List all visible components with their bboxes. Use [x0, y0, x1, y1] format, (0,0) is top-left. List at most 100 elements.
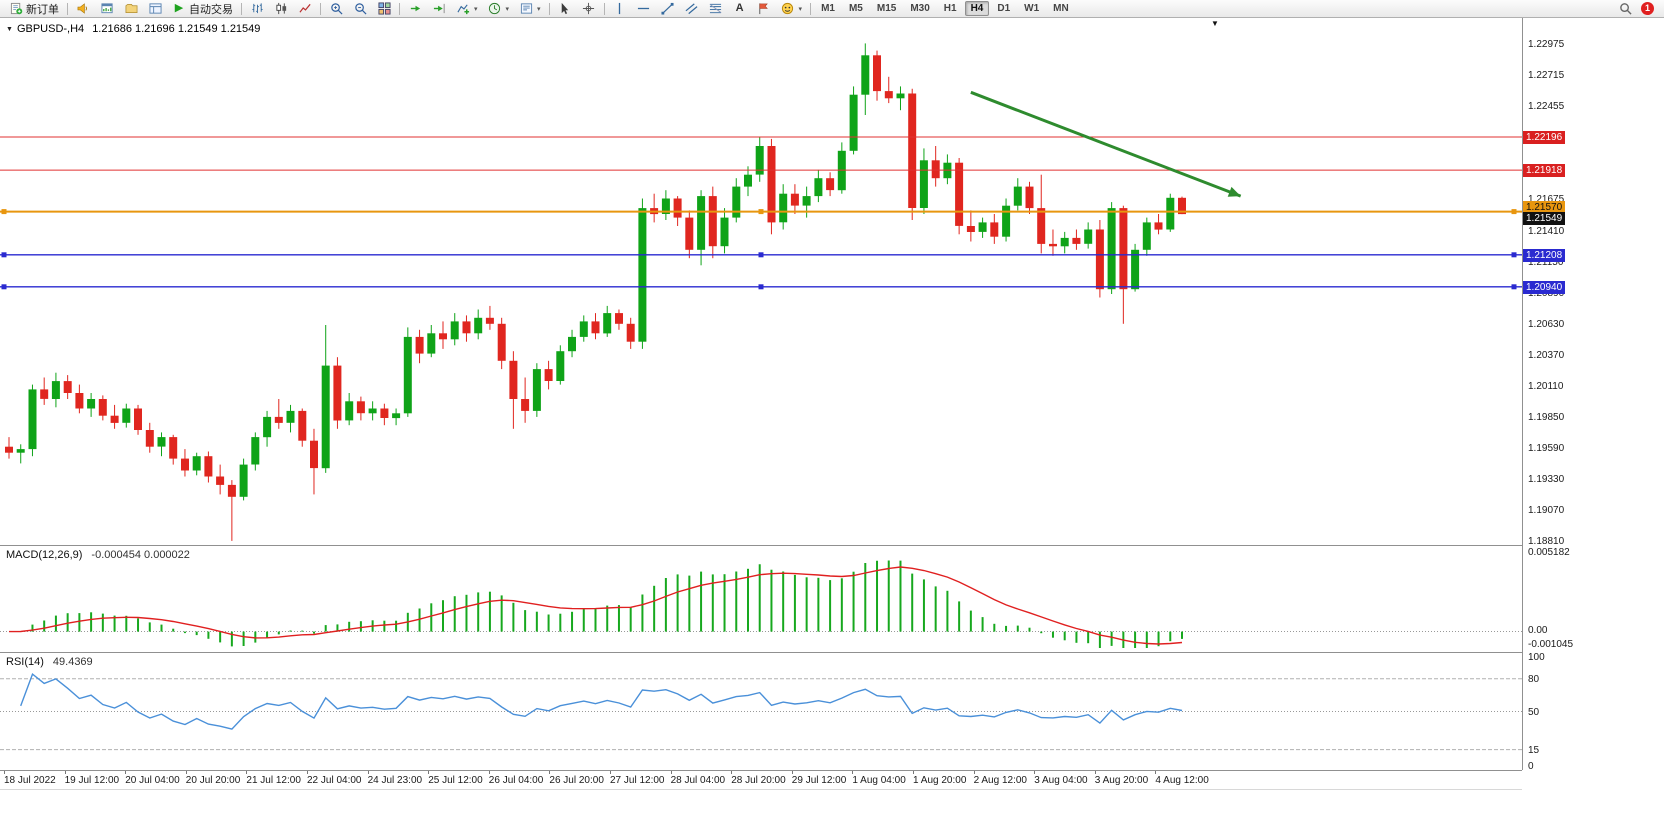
main-toolbar: 新订单 ▶ 自动交易 ▾ ▾ ▾ A ▾ M1 M5 M15 M30 H1 H4 D1 W1 MN 1 — [0, 0, 1664, 18]
price-axis-label: 1.21150 — [1528, 256, 1564, 268]
chart-shift-marker-icon[interactable]: ▼ — [1211, 19, 1219, 28]
templates-button[interactable]: ▾ — [514, 1, 546, 17]
candlestick — [28, 384, 37, 457]
news-button[interactable] — [71, 1, 95, 17]
price-axis-label: 1.19850 — [1528, 411, 1565, 423]
timeframe-m15-button[interactable]: M15 — [876, 3, 897, 14]
timeframe-mn-button[interactable]: MN — [1053, 3, 1069, 14]
zoom-out-button[interactable] — [348, 1, 372, 17]
zoom-in-button[interactable] — [324, 1, 348, 17]
time-axis-tick — [125, 771, 127, 774]
timeframe-m5-button[interactable]: M5 — [848, 3, 863, 14]
toolbar-separator — [603, 2, 605, 15]
timeframe-h1-button[interactable]: H1 — [943, 3, 957, 14]
timeframe-d1-button[interactable]: D1 — [997, 3, 1011, 14]
candlestick — [110, 404, 119, 429]
candlestick — [286, 404, 295, 433]
line-chart-button[interactable] — [293, 1, 317, 17]
candlestick — [826, 172, 835, 197]
chart-shift-button[interactable] — [427, 1, 451, 17]
trend-arrow[interactable] — [970, 90, 1242, 198]
channel-button[interactable] — [680, 1, 704, 17]
terminal-button[interactable] — [143, 1, 167, 17]
candlestick — [873, 50, 881, 101]
vline-icon — [613, 2, 627, 16]
rsi-line — [20, 672, 1183, 730]
line-handle[interactable] — [1511, 209, 1517, 215]
time-axis-tick — [913, 771, 914, 774]
new-order-button[interactable]: 新订单 — [4, 1, 64, 17]
candlestick — [169, 434, 178, 465]
fibonacci-button[interactable] — [704, 1, 728, 17]
line-handle[interactable] — [758, 209, 764, 215]
line-handle[interactable] — [758, 252, 764, 258]
candlestick — [98, 395, 107, 421]
time-axis-label: 2 Aug 12:00 — [973, 775, 1027, 786]
candlestick — [392, 408, 401, 426]
candlestick — [439, 321, 447, 349]
hline-icon — [637, 2, 651, 16]
timeframe-h4-button[interactable]: H4 — [964, 1, 990, 16]
auto-trading-button[interactable]: ▶ 自动交易 — [167, 1, 238, 17]
label-button[interactable] — [752, 1, 776, 17]
time-axis-tick — [64, 771, 66, 774]
tile-windows-button[interactable] — [372, 1, 396, 17]
candlestick — [427, 325, 436, 358]
candlestick — [298, 408, 307, 447]
line-handle[interactable] — [1, 209, 7, 215]
cursor-button[interactable] — [553, 1, 577, 17]
auto-scroll-button[interactable] — [403, 1, 427, 17]
candlestick — [251, 432, 260, 471]
price-axis[interactable]: 1.22975 1.22715 1.22455 1.21675 1.21410 1.211… — [1522, 0, 1664, 790]
time-axis-label: 25 Jul 12:00 — [428, 775, 483, 786]
timeframe-w1-button[interactable]: W1 — [1024, 3, 1040, 14]
price-axis-label: 1.20110 — [1528, 380, 1564, 392]
horizontal-line-button[interactable] — [632, 1, 656, 17]
time-axis[interactable]: 18 Jul 2022 19 Jul 12:00 20 Jul 04:00 20 Ju… — [0, 770, 1664, 790]
profiles-button[interactable] — [119, 1, 143, 17]
time-axis-tick — [428, 771, 430, 774]
indicators-button[interactable]: ▾ — [451, 1, 483, 17]
chart-expander-icon[interactable]: ▼ — [6, 26, 13, 33]
toolbar-separator — [399, 2, 400, 15]
text-button[interactable]: A — [728, 1, 752, 17]
candlestick-button[interactable] — [269, 1, 293, 17]
timeframe-m1-button[interactable]: M1 — [821, 3, 835, 14]
ohlc-bars-button[interactable] — [245, 1, 269, 17]
time-axis-tick — [731, 771, 733, 774]
time-axis-label: 20 Jul 04:00 — [125, 775, 180, 786]
timeframe-m30-button[interactable]: M30 — [910, 3, 930, 14]
candlestick — [908, 88, 917, 220]
macd-name: MACD(12,26,9) — [6, 549, 83, 561]
candlestick — [1060, 231, 1069, 254]
toolbar-separator — [548, 2, 550, 15]
time-axis-label: 20 Jul 20:00 — [185, 775, 241, 786]
line-handle[interactable] — [758, 284, 764, 290]
trendline-icon — [661, 2, 675, 16]
rsi-panel[interactable]: RSI(14) 49.4369 — [0, 652, 1664, 770]
time-axis-label: 22 Jul 04:00 — [307, 775, 362, 786]
search-button[interactable] — [1613, 1, 1637, 17]
candlestick — [532, 363, 541, 417]
price-chart-panel[interactable]: ▼ GBPUSD-,H4 1.21686 1.21696 1.21549 1.215… — [0, 18, 1664, 545]
notification-badge[interactable]: 1 — [1641, 2, 1654, 15]
line-handle[interactable] — [1, 284, 7, 290]
candlestick — [978, 217, 987, 238]
time-axis-label: 26 Jul 20:00 — [549, 775, 604, 786]
shapes-button[interactable]: ▾ — [776, 1, 808, 17]
trendline-button[interactable] — [656, 1, 680, 17]
crosshair-button[interactable] — [577, 1, 601, 17]
candlestick — [802, 186, 811, 218]
line-handle[interactable] — [1511, 252, 1517, 258]
price-axis-label: 1.22715 — [1528, 70, 1565, 82]
time-axis-label: 28 Jul 04:00 — [670, 775, 726, 786]
line-handle[interactable] — [1, 252, 7, 258]
candlestick-chart[interactable] — [0, 18, 1522, 545]
vertical-line-button[interactable] — [608, 1, 632, 17]
macd-values: -0.000454 0.000022 — [91, 549, 190, 561]
line-handle[interactable] — [1511, 284, 1517, 290]
periods-button[interactable]: ▾ — [483, 1, 515, 17]
macd-panel[interactable]: MACD(12,26,9) -0.000454 0.000022 — [0, 545, 1664, 652]
chart-window-button[interactable] — [95, 1, 119, 17]
candlestick — [919, 148, 928, 214]
